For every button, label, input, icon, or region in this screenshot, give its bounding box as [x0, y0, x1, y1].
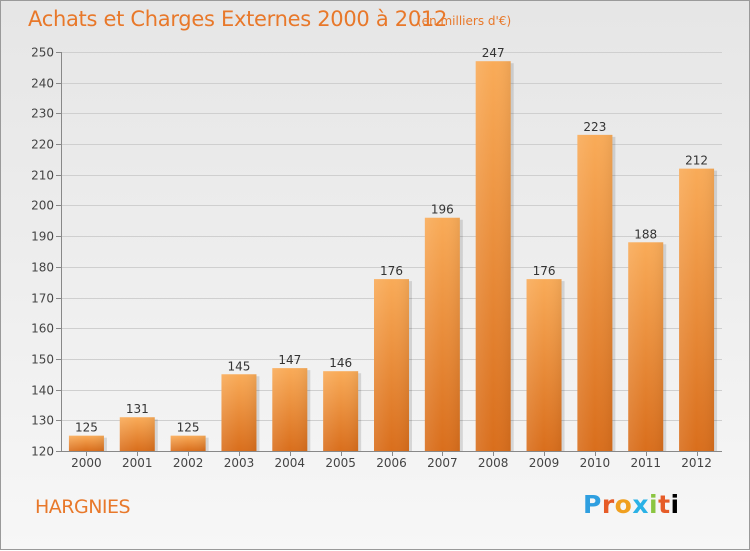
bar-highlight [119, 417, 155, 451]
y-tick-label: 200 [31, 199, 54, 213]
y-axis: 120 130 140 150 160 170 180 190 200 210 220 230 240 2… [31, 46, 722, 459]
y-tick-label: 250 [31, 46, 54, 60]
x-tick-label: 2004 [275, 456, 306, 470]
data-label: 145 [228, 359, 251, 373]
bar-highlight [170, 435, 206, 451]
x-tick-label: 2008 [478, 456, 509, 470]
logo-letter: t [658, 490, 671, 519]
bar-highlight [68, 435, 104, 451]
x-tick-label: 2006 [376, 456, 407, 470]
data-label: 147 [278, 353, 301, 367]
bar-highlight [272, 368, 308, 451]
chart-subtitle: (en milliers d'€) [417, 14, 512, 28]
logo-letter: x [632, 490, 649, 519]
y-tick-label: 180 [31, 261, 54, 275]
x-axis: 2000 2001 2002 2003 2004 2005 2006 2007 2008 2009… [71, 451, 712, 470]
logo-letter: o [614, 490, 633, 519]
bars: 125 131 125 145 147 146 176 196 247 176 223 188 212 [68, 46, 718, 451]
town-name: HARGNIES [35, 496, 131, 518]
bar-highlight [424, 217, 460, 451]
data-label: 223 [583, 120, 606, 134]
y-tick-label: 190 [31, 230, 54, 244]
logo-letter: P [583, 490, 602, 519]
data-label: 176 [380, 264, 403, 278]
y-tick-label: 130 [31, 414, 54, 428]
x-tick-label: 2011 [630, 456, 661, 470]
x-tick-label: 2000 [71, 456, 102, 470]
data-label: 146 [329, 356, 352, 370]
data-label: 188 [634, 227, 657, 241]
y-tick-label: 220 [31, 138, 54, 152]
data-label: 125 [177, 421, 200, 435]
x-tick-label: 2002 [173, 456, 204, 470]
chart-title: Achats et Charges Externes 2000 à 2012 [28, 7, 448, 31]
x-tick-label: 2003 [224, 456, 255, 470]
x-tick-label: 2001 [122, 456, 153, 470]
x-tick-label: 2007 [427, 456, 458, 470]
y-tick-label: 150 [31, 353, 54, 367]
bar-highlight [221, 374, 257, 451]
logo-letter: i [649, 490, 659, 519]
y-tick-label: 210 [31, 169, 54, 183]
bar-highlight [577, 134, 613, 451]
bar-highlight [526, 279, 562, 451]
data-label: 196 [431, 203, 454, 217]
bar-highlight [374, 279, 409, 451]
x-tick-label: 2012 [681, 456, 712, 470]
logo-letter: r [601, 490, 615, 519]
data-label: 176 [533, 264, 556, 278]
x-tick-label: 2010 [580, 456, 611, 470]
y-tick-label: 120 [31, 445, 54, 459]
proxiti-logo[interactable]: Proxiti [583, 490, 680, 519]
data-label: 247 [482, 46, 505, 60]
data-label: 125 [75, 421, 98, 435]
y-tick-label: 160 [31, 322, 54, 336]
y-tick-label: 230 [31, 107, 54, 121]
x-tick-label: 2005 [325, 456, 356, 470]
y-tick-label: 140 [31, 384, 54, 398]
y-tick-label: 170 [31, 292, 54, 306]
bar-highlight [628, 242, 664, 451]
data-label: 131 [126, 402, 149, 416]
x-tick-label: 2009 [529, 456, 560, 470]
data-label: 212 [685, 154, 708, 168]
bar-highlight [323, 371, 359, 451]
logo-letter: i [670, 490, 680, 519]
bar-highlight [475, 61, 511, 451]
y-tick-label: 240 [31, 77, 54, 91]
bar-highlight [679, 168, 715, 451]
